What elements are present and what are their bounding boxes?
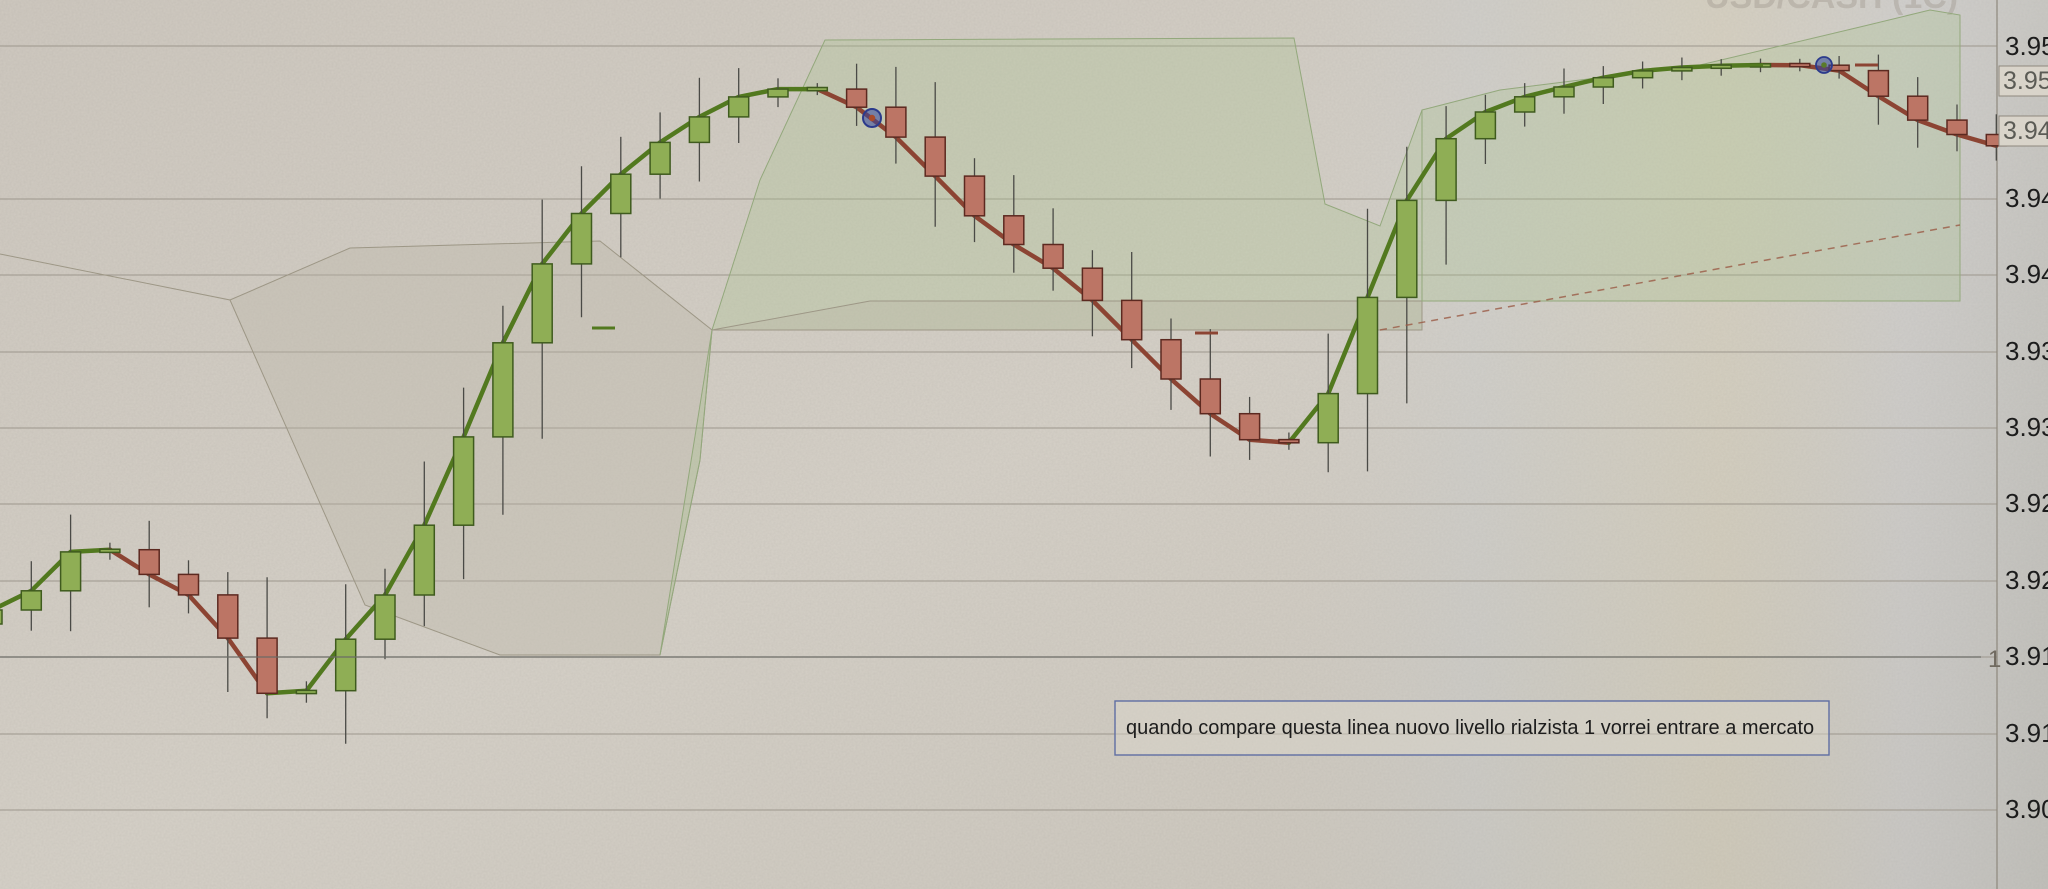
svg-text:3.920: 3.920 — [2005, 565, 2048, 595]
svg-text:3.925: 3.925 — [2005, 488, 2048, 518]
svg-text:3.935: 3.935 — [2005, 336, 2048, 366]
svg-text:3.905: 3.905 — [2005, 794, 2048, 824]
svg-text:3.952: 3.952 — [2003, 67, 2048, 95]
svg-text:3.945: 3.945 — [2005, 183, 2048, 213]
svg-text:3.940: 3.940 — [2005, 259, 2048, 289]
svg-text:3.949: 3.949 — [2003, 117, 2048, 145]
svg-text:3.955: 3.955 — [2005, 31, 2048, 61]
svg-text:1: 1 — [1988, 646, 2001, 673]
svg-text:quando compare questa linea nu: quando compare questa linea nuovo livell… — [1126, 717, 1814, 739]
svg-text:3.930: 3.930 — [2005, 412, 2048, 442]
svg-text:3.910: 3.910 — [2005, 718, 2048, 748]
svg-text:3.915: 3.915 — [2005, 641, 2048, 671]
